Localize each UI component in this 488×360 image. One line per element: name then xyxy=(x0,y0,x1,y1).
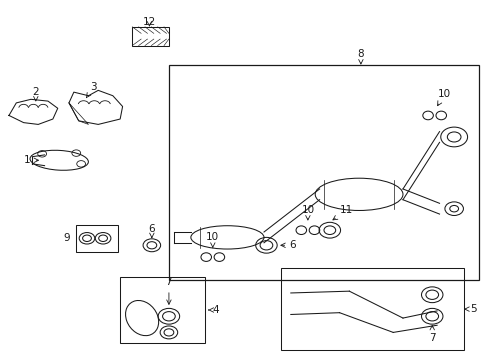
Text: 10: 10 xyxy=(206,232,219,248)
Text: 12: 12 xyxy=(142,17,156,27)
Text: 6: 6 xyxy=(289,240,295,250)
Text: 10: 10 xyxy=(301,206,314,220)
Text: 8: 8 xyxy=(357,49,364,59)
Bar xyxy=(168,65,478,280)
Bar xyxy=(120,277,205,343)
Text: 1: 1 xyxy=(24,155,39,165)
Text: 3: 3 xyxy=(86,82,97,98)
Text: 11: 11 xyxy=(332,206,353,220)
Text: 9: 9 xyxy=(63,233,70,243)
Bar xyxy=(132,27,168,45)
Text: 7: 7 xyxy=(428,325,435,343)
Text: 2: 2 xyxy=(32,87,39,101)
Text: 5: 5 xyxy=(469,304,475,314)
Text: 7: 7 xyxy=(165,277,172,304)
Text: 4: 4 xyxy=(212,305,219,315)
Text: 10: 10 xyxy=(437,89,450,106)
Bar xyxy=(76,225,118,252)
Text: 6: 6 xyxy=(148,224,155,238)
Bar xyxy=(281,268,463,350)
